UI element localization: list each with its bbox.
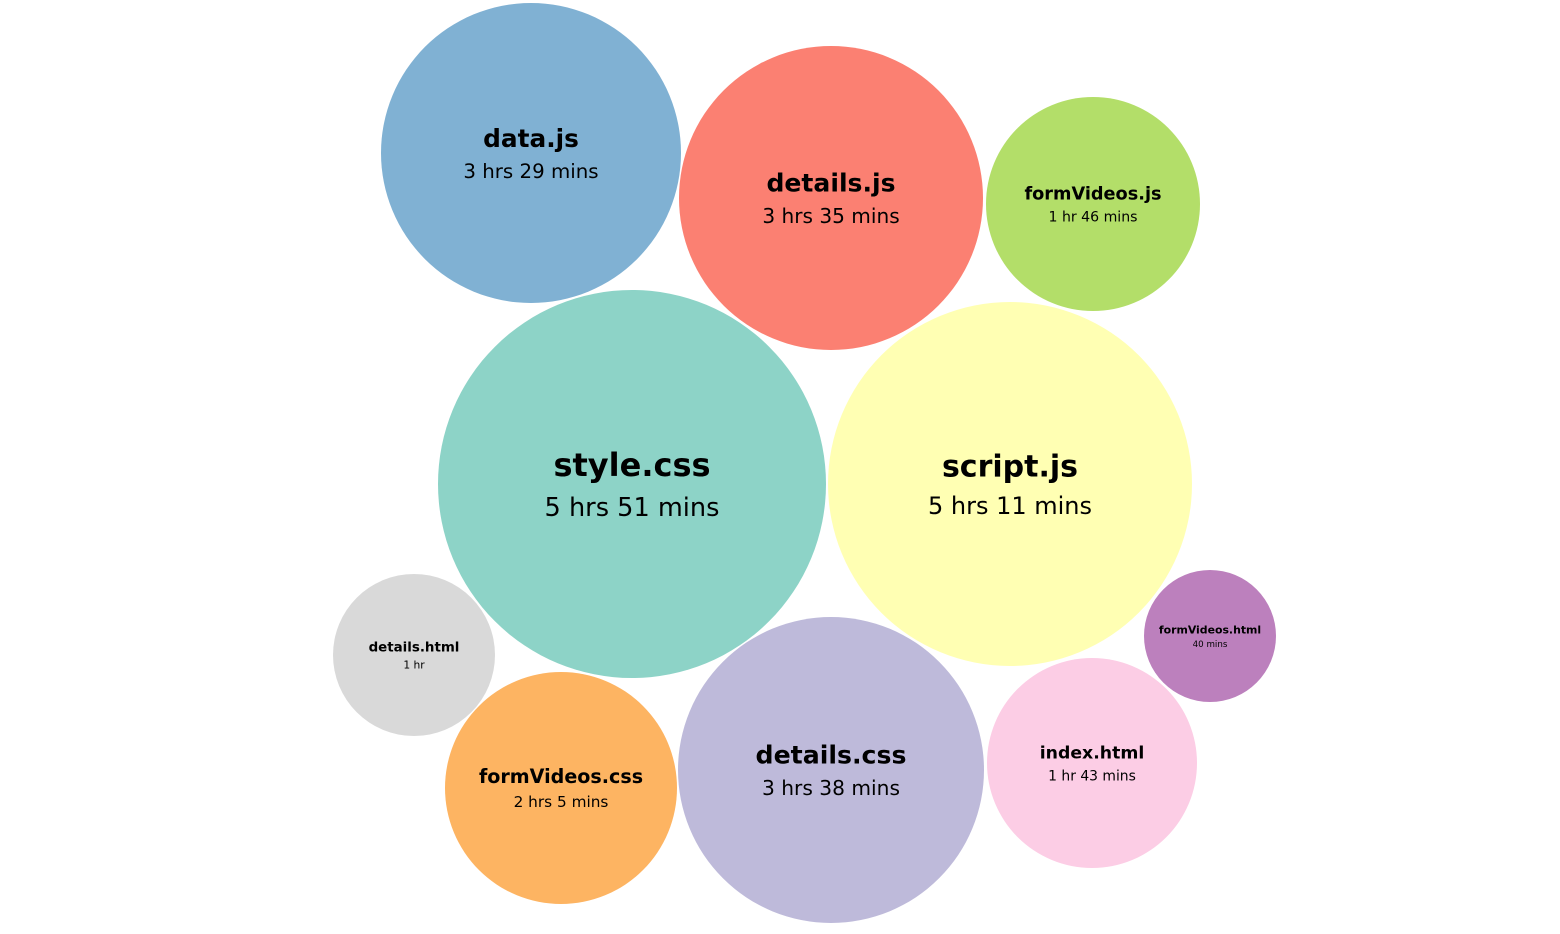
bubble-style-css[interactable]: style.css 5 hrs 51 mins [438,290,826,678]
bubble-circle-style-css [438,290,826,678]
bubble-time-details-css: 3 hrs 38 mins [762,776,900,800]
bubble-circle-details-css [678,617,984,923]
bubble-name-script-js: script.js [942,449,1078,484]
bubble-data-js[interactable]: data.js 3 hrs 29 mins [381,3,681,303]
bubble-name-details-css: details.css [756,741,907,770]
bubble-time-details-html: 1 hr [403,658,425,671]
bubble-time-details-js: 3 hrs 35 mins [762,204,899,228]
bubble-time-formvideos-js: 1 hr 46 mins [1049,210,1138,226]
bubble-time-index-html: 1 hr 43 mins [1048,768,1136,784]
bubble-name-data-js: data.js [483,124,579,153]
bubble-circle-script-js [828,302,1192,666]
bubble-formvideos-js[interactable]: formVideos.js 1 hr 46 mins [986,97,1200,311]
bubble-details-css[interactable]: details.css 3 hrs 38 mins [678,617,984,923]
bubble-circle-formvideos-html [1144,570,1276,702]
bubble-circle-details-js [679,46,983,350]
bubble-circle-formvideos-css [445,672,677,904]
bubble-formvideos-css[interactable]: formVideos.css 2 hrs 5 mins [445,672,677,904]
bubble-name-details-html: details.html [369,641,460,656]
bubble-name-formvideos-html: formVideos.html [1159,623,1261,636]
bubble-script-js[interactable]: script.js 5 hrs 11 mins [828,302,1192,666]
bubble-time-formvideos-html: 40 mins [1193,640,1228,650]
bubble-name-details-js: details.js [766,169,895,198]
bubble-name-index-html: index.html [1040,744,1145,764]
bubble-name-formvideos-css: formVideos.css [479,765,643,788]
bubble-formvideos-html[interactable]: formVideos.html 40 mins [1144,570,1276,702]
bubble-index-html[interactable]: index.html 1 hr 43 mins [987,658,1197,868]
bubble-circle-formvideos-js [986,97,1200,311]
bubble-name-style-css: style.css [553,446,710,484]
bubble-time-script-js: 5 hrs 11 mins [928,492,1092,520]
bubble-details-js[interactable]: details.js 3 hrs 35 mins [679,46,983,350]
bubble-time-style-css: 5 hrs 51 mins [545,493,720,523]
bubble-circle-index-html [987,658,1197,868]
bubble-circle-details-html [333,574,495,736]
bubble-time-formvideos-css: 2 hrs 5 mins [514,793,609,811]
bubble-name-formvideos-js: formVideos.js [1024,185,1161,205]
bubble-details-html[interactable]: details.html 1 hr [333,574,495,736]
bubble-circle-data-js [381,3,681,303]
bubble-time-data-js: 3 hrs 29 mins [463,160,598,183]
